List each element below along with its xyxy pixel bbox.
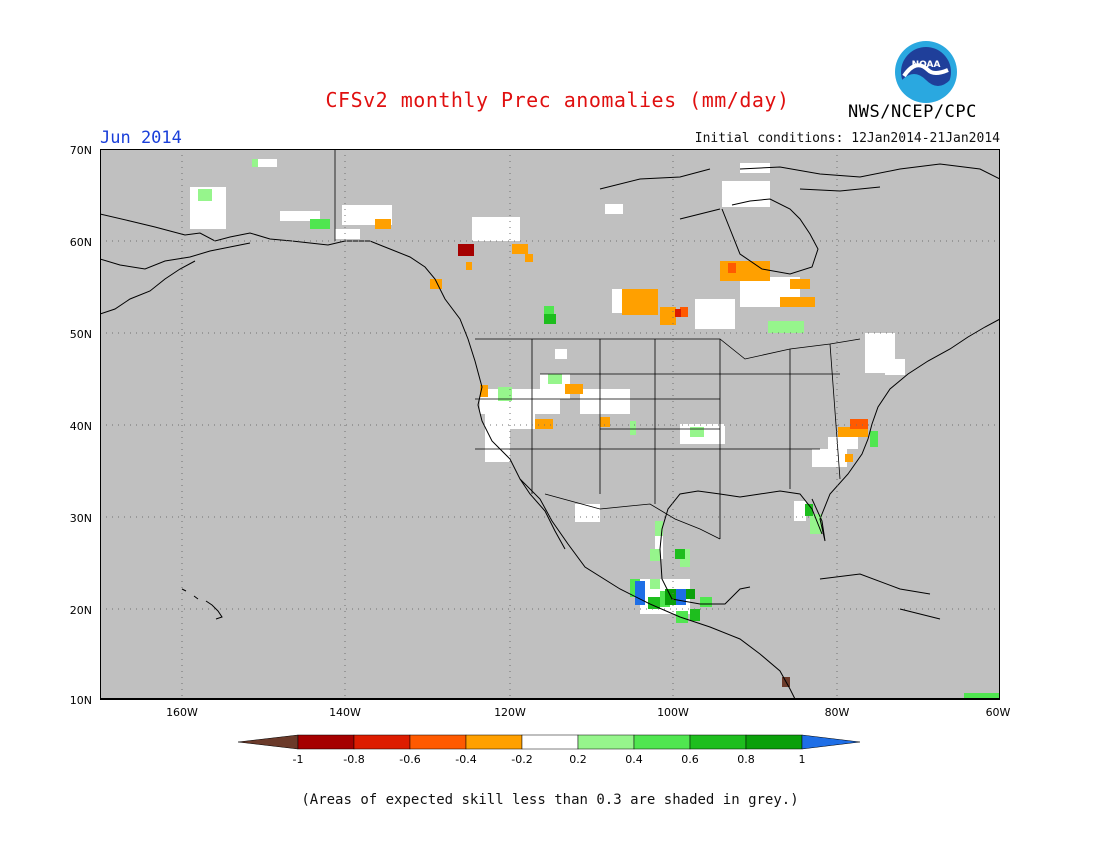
lon-label-60w: 60W <box>986 706 1011 719</box>
legend-label: -0.4 <box>455 753 476 766</box>
legend-label: 0.2 <box>569 753 587 766</box>
legend-label: -0.6 <box>399 753 420 766</box>
legend-label: 1 <box>799 753 806 766</box>
lon-label-100w: 100W <box>657 706 689 719</box>
lon-label-140w: 140W <box>329 706 361 719</box>
color-legend: -1 -0.8 -0.6 -0.4 -0.2 0.2 0.4 0.6 0.8 1 <box>238 734 861 766</box>
forecast-period: Jun 2014 <box>100 128 182 148</box>
noaa-logo: NOAA <box>895 41 957 103</box>
anomaly-cells <box>190 159 1000 699</box>
agency-label: NWS/NCEP/CPC <box>848 102 977 122</box>
coastlines <box>100 163 1000 700</box>
noaa-logo-text: NOAA <box>912 60 941 70</box>
lat-label-20n: 20N <box>70 604 92 617</box>
lat-label-40n: 40N <box>70 420 92 433</box>
legend-label: 0.8 <box>737 753 755 766</box>
graticule <box>100 149 1000 699</box>
legend-arrow-high <box>801 734 861 750</box>
precip-anomaly-map <box>100 149 1000 700</box>
legend-label: 0.6 <box>681 753 699 766</box>
lon-axis: 160W 140W 120W 100W 80W 60W <box>166 706 1011 719</box>
lat-label-60n: 60N <box>70 236 92 249</box>
political-borders <box>334 149 861 540</box>
lat-label-50n: 50N <box>70 328 92 341</box>
legend-label: -0.8 <box>343 753 364 766</box>
initial-conditions: Initial conditions: 12Jan2014-21Jan2014 <box>694 131 1000 146</box>
skill-footnote: (Areas of expected skill less than 0.3 a… <box>301 792 799 808</box>
lat-label-30n: 30N <box>70 512 92 525</box>
lat-label-70n: 70N <box>70 144 92 157</box>
lon-label-160w: 160W <box>166 706 198 719</box>
chart-title: CFSv2 monthly Prec anomalies (mm/day) <box>325 88 790 112</box>
lat-axis: 70N 60N 50N 40N 30N 20N 10N <box>70 144 92 707</box>
legend-label: 0.4 <box>625 753 643 766</box>
map-frame <box>100 149 1000 700</box>
lon-label-120w: 120W <box>494 706 526 719</box>
legend-label: -1 <box>293 753 304 766</box>
legend-label: -0.2 <box>511 753 532 766</box>
lat-label-10n: 10N <box>70 694 92 707</box>
lon-label-80w: 80W <box>825 706 850 719</box>
legend-arrow-low <box>238 734 299 750</box>
